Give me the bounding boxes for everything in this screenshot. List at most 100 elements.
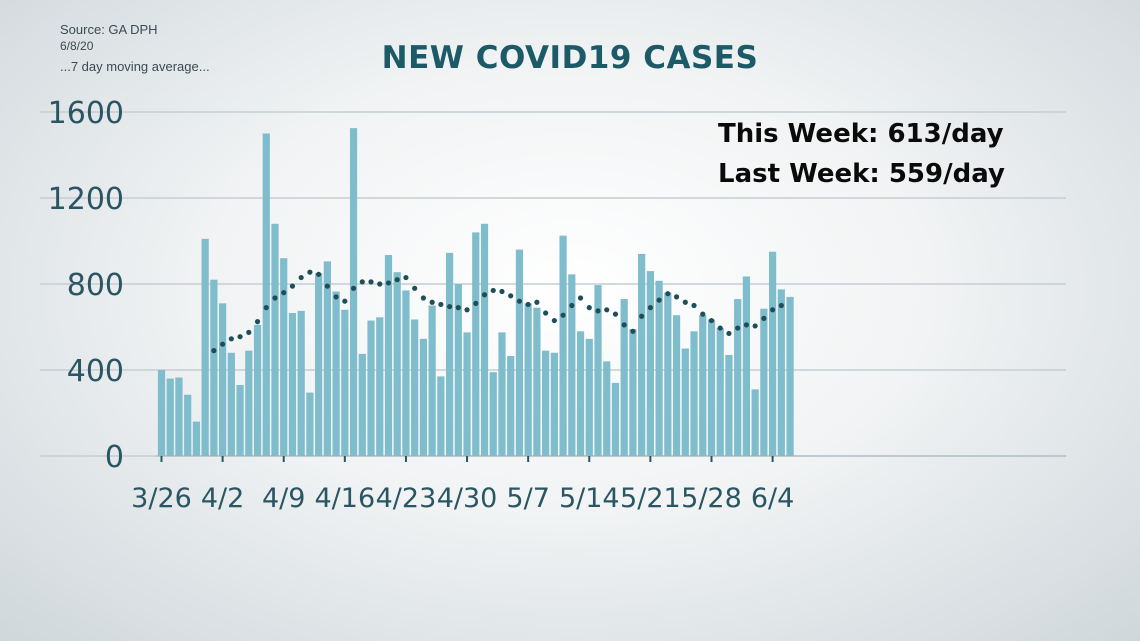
bar-5/24 bbox=[672, 315, 681, 456]
y-tick-label: 0 bbox=[105, 440, 124, 475]
moving-average-point bbox=[254, 319, 261, 325]
moving-average-point bbox=[464, 307, 470, 313]
bar-4/11 bbox=[297, 310, 305, 457]
moving-average-point bbox=[560, 312, 566, 318]
bar-5/30 bbox=[725, 354, 733, 456]
bar-5/16 bbox=[603, 361, 611, 456]
bar-4/15 bbox=[332, 291, 340, 456]
bar-5/21 bbox=[646, 271, 654, 456]
y-axis-ticks: 0 400 800 1200 1600 bbox=[48, 96, 124, 475]
bar-5/25 bbox=[681, 348, 689, 456]
bar-4/6 bbox=[253, 324, 262, 456]
bar-4/10 bbox=[288, 313, 297, 456]
moving-average-point bbox=[770, 307, 776, 313]
bar-5/4 bbox=[498, 332, 506, 457]
bar-6/1 bbox=[742, 276, 751, 456]
moving-average-point bbox=[717, 325, 723, 331]
moving-average-point bbox=[481, 292, 488, 298]
bar-4/12 bbox=[306, 392, 314, 456]
moving-average-point bbox=[420, 295, 426, 301]
bar-4/22 bbox=[393, 272, 401, 456]
moving-average-point bbox=[377, 281, 383, 287]
bar-4/18 bbox=[358, 353, 366, 457]
bar-4/16 bbox=[341, 309, 349, 456]
y-tick-label: 1200 bbox=[48, 182, 124, 217]
moving-average-point bbox=[298, 274, 304, 281]
bar-4/20 bbox=[376, 317, 384, 456]
bar-5/12 bbox=[568, 274, 576, 456]
moving-average-point bbox=[735, 325, 741, 331]
moving-average-point bbox=[708, 317, 715, 324]
bar-4/13 bbox=[315, 273, 323, 456]
moving-average-point bbox=[429, 299, 435, 305]
bar-4/7 bbox=[262, 133, 270, 456]
bar-5/15 bbox=[594, 285, 602, 456]
moving-average-point bbox=[752, 323, 758, 329]
moving-average-point bbox=[499, 288, 505, 295]
bar-3/26 bbox=[157, 370, 166, 456]
bar-4/24 bbox=[411, 319, 419, 456]
bar-4/27 bbox=[437, 376, 445, 456]
bar-5/20 bbox=[638, 253, 646, 456]
bar-4/17 bbox=[349, 128, 358, 457]
moving-average-point bbox=[516, 298, 523, 304]
x-tick-label: 4/9 bbox=[262, 483, 305, 514]
moving-average-point bbox=[385, 280, 392, 286]
moving-average-point bbox=[263, 305, 269, 311]
bar-5/28 bbox=[707, 319, 716, 456]
bar-5/6 bbox=[515, 249, 524, 456]
source-block: Source: GA DPH 6/8/20 ...7 day moving av… bbox=[60, 22, 210, 75]
x-tick-label: 4/23 bbox=[376, 483, 437, 514]
bar-4/19 bbox=[367, 320, 375, 456]
moving-average-point bbox=[647, 305, 653, 311]
moving-average-point bbox=[586, 305, 592, 311]
moving-average-point bbox=[656, 297, 662, 303]
moving-average-point bbox=[316, 271, 322, 277]
source-label: Source: GA DPH bbox=[60, 22, 158, 37]
moving-average-point bbox=[630, 328, 636, 334]
moving-average-point bbox=[220, 341, 226, 347]
bar-4/28 bbox=[445, 252, 454, 456]
moving-average-line bbox=[211, 269, 784, 354]
x-tick-label: 4/16 bbox=[315, 483, 376, 514]
bar-5/17 bbox=[611, 382, 620, 456]
moving-average-point bbox=[237, 334, 243, 340]
x-tick-label: 5/21 bbox=[620, 483, 681, 514]
moving-average-point bbox=[665, 291, 671, 297]
moving-average-point bbox=[673, 294, 680, 300]
bar-3/30 bbox=[192, 421, 201, 456]
moving-average-point bbox=[281, 290, 287, 296]
bar-5/13 bbox=[576, 331, 585, 456]
moving-average-point bbox=[639, 313, 645, 319]
bar-3/27 bbox=[166, 378, 174, 456]
moving-average-point bbox=[350, 285, 357, 291]
moving-average-point bbox=[446, 303, 453, 310]
bar-4/26 bbox=[428, 305, 436, 456]
moving-average-point bbox=[333, 294, 339, 300]
bar-5/14 bbox=[585, 338, 593, 456]
bar-5/19 bbox=[629, 329, 637, 456]
moving-average-point bbox=[359, 279, 365, 285]
bar-5/23 bbox=[664, 292, 672, 456]
bar-5/7 bbox=[524, 303, 532, 456]
moving-average-point bbox=[726, 330, 732, 337]
moving-average-point bbox=[543, 310, 549, 316]
moving-average-point bbox=[473, 300, 479, 306]
bar-6/6 bbox=[786, 296, 794, 456]
bar-4/9 bbox=[280, 258, 288, 456]
bar-5/10 bbox=[550, 352, 558, 456]
moving-average-point bbox=[412, 285, 418, 291]
moving-average-point bbox=[438, 301, 444, 308]
bar-5/8 bbox=[533, 307, 541, 456]
moving-average-point bbox=[534, 299, 540, 305]
moving-average-point bbox=[246, 329, 252, 335]
bar-5/9 bbox=[542, 350, 550, 456]
moving-average-point bbox=[612, 311, 619, 317]
bar-5/31 bbox=[734, 299, 742, 456]
bar-4/2 bbox=[219, 303, 227, 456]
moving-average-point bbox=[272, 295, 278, 301]
bar-4/3 bbox=[227, 352, 235, 456]
moving-average-point bbox=[324, 283, 330, 289]
x-axis-ticks: 3/26 4/2 4/9 4/16 4/23 4/30 5/7 5/14 5/21 5/28 6/4 bbox=[131, 456, 794, 514]
